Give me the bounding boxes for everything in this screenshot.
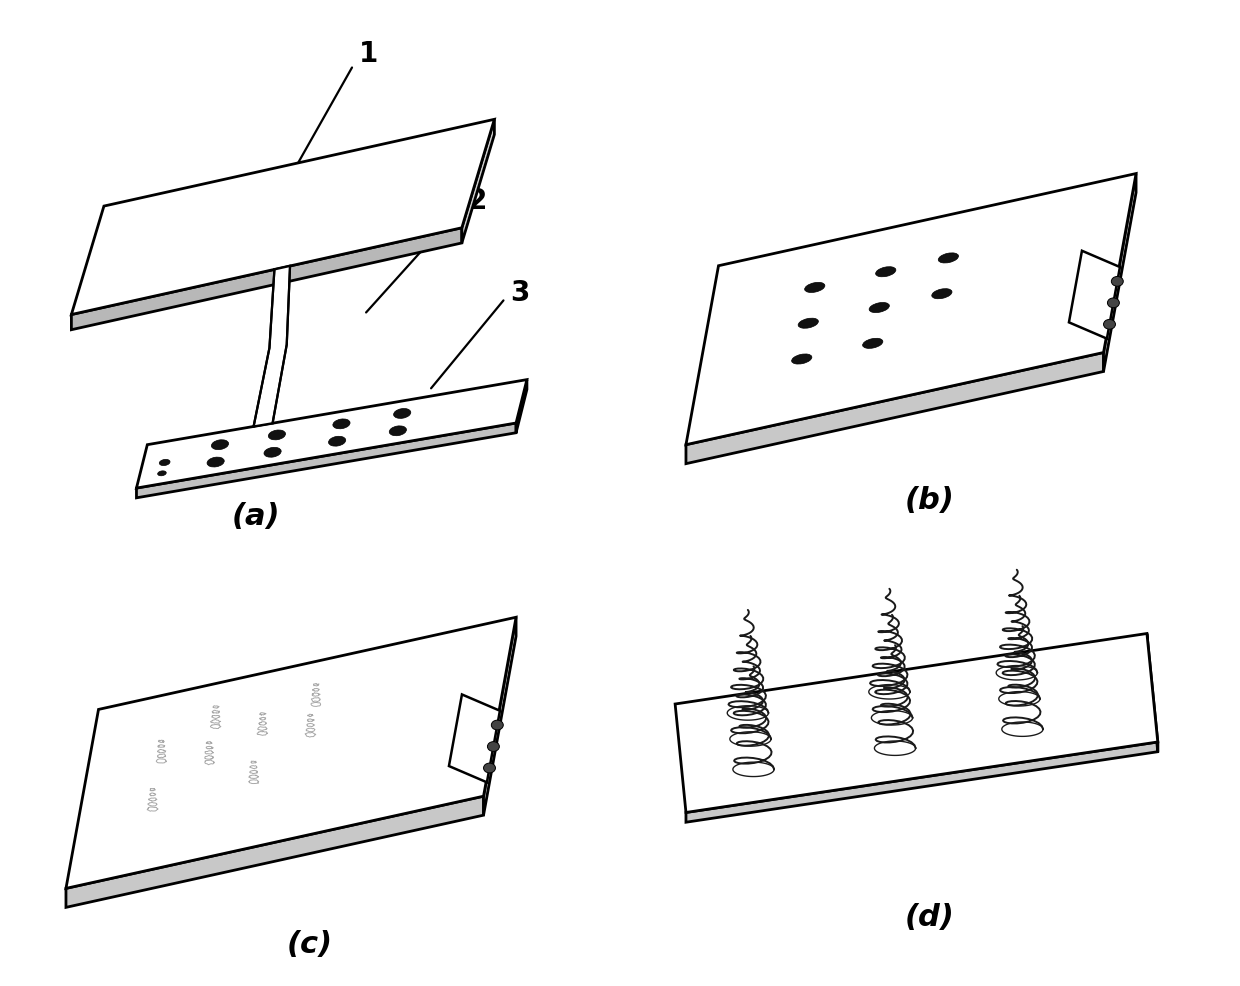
Polygon shape (686, 174, 1136, 445)
Polygon shape (66, 617, 516, 888)
Text: (c): (c) (286, 930, 334, 958)
Text: (b): (b) (905, 486, 955, 515)
Polygon shape (516, 380, 527, 433)
Ellipse shape (799, 318, 818, 328)
Polygon shape (136, 380, 527, 488)
Polygon shape (1069, 250, 1120, 338)
Ellipse shape (211, 440, 228, 450)
Text: (a): (a) (232, 503, 280, 531)
Ellipse shape (268, 430, 285, 440)
Text: 3: 3 (511, 279, 529, 307)
Ellipse shape (491, 720, 503, 730)
Ellipse shape (329, 436, 346, 446)
Ellipse shape (791, 354, 812, 364)
Polygon shape (449, 694, 500, 782)
Ellipse shape (157, 471, 166, 476)
Ellipse shape (869, 303, 889, 313)
Ellipse shape (159, 459, 170, 465)
Polygon shape (72, 228, 461, 329)
Ellipse shape (1107, 298, 1120, 308)
Polygon shape (686, 741, 1158, 822)
Polygon shape (686, 353, 1104, 463)
Polygon shape (461, 119, 495, 243)
Polygon shape (72, 119, 495, 315)
Ellipse shape (875, 266, 895, 277)
Ellipse shape (389, 426, 407, 436)
Ellipse shape (332, 419, 350, 429)
Ellipse shape (805, 282, 825, 293)
Ellipse shape (863, 338, 883, 348)
Ellipse shape (264, 448, 281, 458)
Ellipse shape (484, 763, 496, 773)
Ellipse shape (1104, 319, 1116, 329)
Ellipse shape (931, 289, 952, 299)
Ellipse shape (207, 458, 224, 467)
Ellipse shape (1111, 276, 1123, 286)
Ellipse shape (487, 741, 500, 751)
Polygon shape (1147, 633, 1158, 751)
Text: 2: 2 (467, 186, 486, 215)
Ellipse shape (393, 408, 410, 418)
Text: 1: 1 (358, 40, 378, 68)
Polygon shape (254, 266, 290, 427)
Polygon shape (66, 797, 484, 907)
Text: (d): (d) (905, 903, 955, 932)
Polygon shape (484, 617, 516, 815)
Polygon shape (1104, 174, 1136, 372)
Polygon shape (675, 633, 1158, 812)
Polygon shape (136, 423, 516, 498)
Ellipse shape (939, 252, 959, 263)
